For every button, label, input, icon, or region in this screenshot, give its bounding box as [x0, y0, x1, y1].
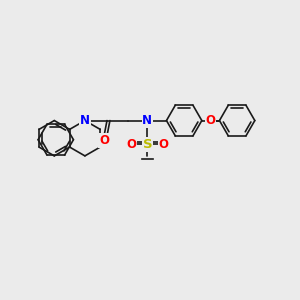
- Text: S: S: [142, 138, 152, 151]
- Text: O: O: [99, 134, 109, 147]
- Text: O: O: [158, 138, 169, 151]
- Text: O: O: [206, 114, 216, 127]
- Text: N: N: [142, 114, 152, 127]
- Text: O: O: [126, 138, 136, 151]
- Text: N: N: [80, 114, 90, 127]
